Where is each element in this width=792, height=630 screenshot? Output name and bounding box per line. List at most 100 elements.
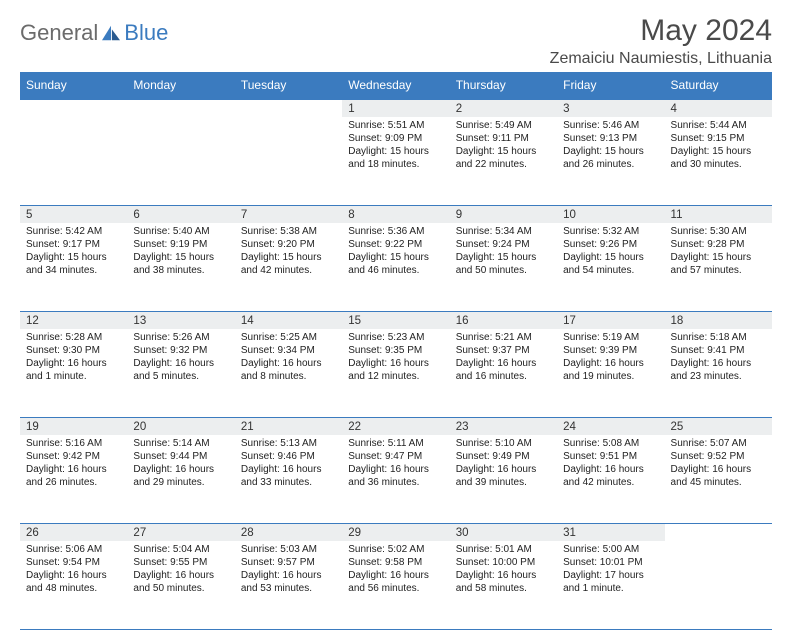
- daylight-line: Daylight: 16 hours and 36 minutes.: [348, 463, 443, 489]
- weekday-header: Friday: [557, 72, 664, 99]
- daylight-line: Daylight: 16 hours and 8 minutes.: [241, 357, 336, 383]
- day-cell: Sunrise: 5:26 AMSunset: 9:32 PMDaylight:…: [127, 329, 234, 417]
- sunset-line: Sunset: 9:51 PM: [563, 450, 658, 463]
- day-cell: Sunrise: 5:36 AMSunset: 9:22 PMDaylight:…: [342, 223, 449, 311]
- sunrise-line: Sunrise: 5:14 AM: [133, 437, 228, 450]
- sunrise-line: Sunrise: 5:11 AM: [348, 437, 443, 450]
- day-number-cell: 25: [665, 417, 772, 435]
- day-details: Sunrise: 5:02 AMSunset: 9:58 PMDaylight:…: [342, 541, 449, 599]
- daylight-line: Daylight: 16 hours and 53 minutes.: [241, 569, 336, 595]
- day-cell: Sunrise: 5:04 AMSunset: 9:55 PMDaylight:…: [127, 541, 234, 629]
- sunset-line: Sunset: 9:39 PM: [563, 344, 658, 357]
- sunset-line: Sunset: 9:54 PM: [26, 556, 121, 569]
- sunset-line: Sunset: 9:42 PM: [26, 450, 121, 463]
- day-cell: Sunrise: 5:38 AMSunset: 9:20 PMDaylight:…: [235, 223, 342, 311]
- day-body-row: Sunrise: 5:06 AMSunset: 9:54 PMDaylight:…: [20, 541, 772, 629]
- day-details: Sunrise: 5:10 AMSunset: 9:49 PMDaylight:…: [450, 435, 557, 493]
- day-cell: Sunrise: 5:40 AMSunset: 9:19 PMDaylight:…: [127, 223, 234, 311]
- sunrise-line: Sunrise: 5:03 AM: [241, 543, 336, 556]
- sunrise-line: Sunrise: 5:18 AM: [671, 331, 766, 344]
- day-body-row: Sunrise: 5:51 AMSunset: 9:09 PMDaylight:…: [20, 117, 772, 205]
- day-cell: Sunrise: 5:30 AMSunset: 9:28 PMDaylight:…: [665, 223, 772, 311]
- calendar-table: Sunday Monday Tuesday Wednesday Thursday…: [20, 72, 772, 630]
- day-cell: Sunrise: 5:32 AMSunset: 9:26 PMDaylight:…: [557, 223, 664, 311]
- day-cell: Sunrise: 5:14 AMSunset: 9:44 PMDaylight:…: [127, 435, 234, 523]
- day-details: Sunrise: 5:04 AMSunset: 9:55 PMDaylight:…: [127, 541, 234, 599]
- day-details: Sunrise: 5:16 AMSunset: 9:42 PMDaylight:…: [20, 435, 127, 493]
- day-number-cell: [20, 99, 127, 117]
- daylight-line: Daylight: 16 hours and 56 minutes.: [348, 569, 443, 595]
- sunset-line: Sunset: 9:15 PM: [671, 132, 766, 145]
- day-details: Sunrise: 5:46 AMSunset: 9:13 PMDaylight:…: [557, 117, 664, 175]
- day-cell: Sunrise: 5:46 AMSunset: 9:13 PMDaylight:…: [557, 117, 664, 205]
- day-number-cell: 31: [557, 523, 664, 541]
- day-cell: Sunrise: 5:28 AMSunset: 9:30 PMDaylight:…: [20, 329, 127, 417]
- brand-logo: General Blue: [20, 20, 168, 46]
- location-label: Zemaiciu Naumiestis, Lithuania: [550, 50, 772, 68]
- day-cell: Sunrise: 5:44 AMSunset: 9:15 PMDaylight:…: [665, 117, 772, 205]
- sunrise-line: Sunrise: 5:42 AM: [26, 225, 121, 238]
- day-details: Sunrise: 5:01 AMSunset: 10:00 PMDaylight…: [450, 541, 557, 599]
- daylight-line: Daylight: 16 hours and 48 minutes.: [26, 569, 121, 595]
- sunset-line: Sunset: 9:28 PM: [671, 238, 766, 251]
- daylight-line: Daylight: 16 hours and 26 minutes.: [26, 463, 121, 489]
- day-number-row: 1234: [20, 99, 772, 117]
- daylight-line: Daylight: 15 hours and 34 minutes.: [26, 251, 121, 277]
- day-number-cell: 18: [665, 311, 772, 329]
- sunrise-line: Sunrise: 5:25 AM: [241, 331, 336, 344]
- day-number-cell: 17: [557, 311, 664, 329]
- day-details: Sunrise: 5:26 AMSunset: 9:32 PMDaylight:…: [127, 329, 234, 387]
- day-cell: Sunrise: 5:42 AMSunset: 9:17 PMDaylight:…: [20, 223, 127, 311]
- sunset-line: Sunset: 9:30 PM: [26, 344, 121, 357]
- daylight-line: Daylight: 15 hours and 22 minutes.: [456, 145, 551, 171]
- sunset-line: Sunset: 9:34 PM: [241, 344, 336, 357]
- day-cell: Sunrise: 5:11 AMSunset: 9:47 PMDaylight:…: [342, 435, 449, 523]
- day-number-cell: 11: [665, 205, 772, 223]
- day-cell: Sunrise: 5:00 AMSunset: 10:01 PMDaylight…: [557, 541, 664, 629]
- sunset-line: Sunset: 9:52 PM: [671, 450, 766, 463]
- weekday-header-row: Sunday Monday Tuesday Wednesday Thursday…: [20, 72, 772, 99]
- day-number-cell: 27: [127, 523, 234, 541]
- sunrise-line: Sunrise: 5:46 AM: [563, 119, 658, 132]
- sunrise-line: Sunrise: 5:00 AM: [563, 543, 658, 556]
- day-number-cell: 8: [342, 205, 449, 223]
- sunrise-line: Sunrise: 5:26 AM: [133, 331, 228, 344]
- sunrise-line: Sunrise: 5:23 AM: [348, 331, 443, 344]
- sunset-line: Sunset: 9:49 PM: [456, 450, 551, 463]
- sunrise-line: Sunrise: 5:19 AM: [563, 331, 658, 344]
- day-details: Sunrise: 5:42 AMSunset: 9:17 PMDaylight:…: [20, 223, 127, 281]
- day-details: Sunrise: 5:49 AMSunset: 9:11 PMDaylight:…: [450, 117, 557, 175]
- daylight-line: Daylight: 16 hours and 42 minutes.: [563, 463, 658, 489]
- day-number-cell: 29: [342, 523, 449, 541]
- sunrise-line: Sunrise: 5:07 AM: [671, 437, 766, 450]
- day-details: Sunrise: 5:30 AMSunset: 9:28 PMDaylight:…: [665, 223, 772, 281]
- sunrise-line: Sunrise: 5:44 AM: [671, 119, 766, 132]
- title-block: May 2024 Zemaiciu Naumiestis, Lithuania: [550, 14, 772, 68]
- day-number-cell: 6: [127, 205, 234, 223]
- header: General Blue May 2024 Zemaiciu Naumiesti…: [20, 14, 772, 68]
- daylight-line: Daylight: 15 hours and 54 minutes.: [563, 251, 658, 277]
- day-details: Sunrise: 5:14 AMSunset: 9:44 PMDaylight:…: [127, 435, 234, 493]
- sunrise-line: Sunrise: 5:38 AM: [241, 225, 336, 238]
- sunrise-line: Sunrise: 5:51 AM: [348, 119, 443, 132]
- day-details: Sunrise: 5:07 AMSunset: 9:52 PMDaylight:…: [665, 435, 772, 493]
- daylight-line: Daylight: 16 hours and 33 minutes.: [241, 463, 336, 489]
- sunset-line: Sunset: 9:37 PM: [456, 344, 551, 357]
- day-cell: Sunrise: 5:34 AMSunset: 9:24 PMDaylight:…: [450, 223, 557, 311]
- day-number-cell: 4: [665, 99, 772, 117]
- day-number-cell: 26: [20, 523, 127, 541]
- sunset-line: Sunset: 9:55 PM: [133, 556, 228, 569]
- sunrise-line: Sunrise: 5:08 AM: [563, 437, 658, 450]
- day-cell: [127, 117, 234, 205]
- daylight-line: Daylight: 15 hours and 42 minutes.: [241, 251, 336, 277]
- day-number-cell: 16: [450, 311, 557, 329]
- sunrise-line: Sunrise: 5:40 AM: [133, 225, 228, 238]
- weekday-header: Saturday: [665, 72, 772, 99]
- sunrise-line: Sunrise: 5:32 AM: [563, 225, 658, 238]
- sunset-line: Sunset: 9:47 PM: [348, 450, 443, 463]
- daylight-line: Daylight: 16 hours and 50 minutes.: [133, 569, 228, 595]
- day-number-cell: 2: [450, 99, 557, 117]
- day-number-cell: [665, 523, 772, 541]
- daylight-line: Daylight: 16 hours and 58 minutes.: [456, 569, 551, 595]
- day-details: Sunrise: 5:32 AMSunset: 9:26 PMDaylight:…: [557, 223, 664, 281]
